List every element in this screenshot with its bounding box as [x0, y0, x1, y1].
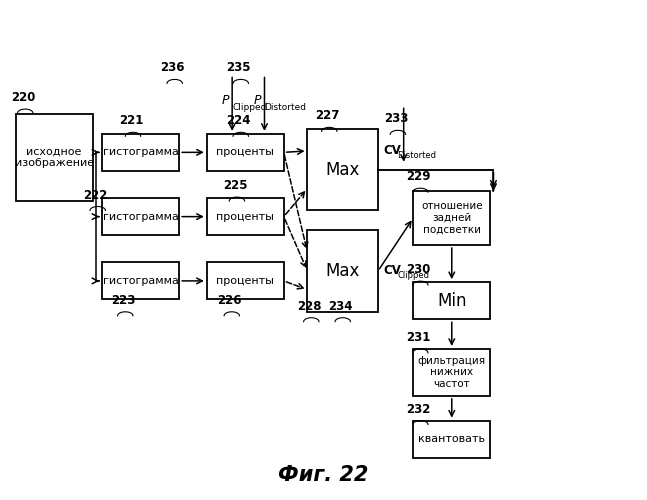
- Text: 227: 227: [315, 110, 340, 122]
- Text: Clipped: Clipped: [397, 272, 429, 280]
- Text: проценты: проценты: [216, 212, 274, 222]
- Text: CV: CV: [383, 144, 401, 158]
- FancyArrowPatch shape: [285, 155, 308, 248]
- Text: 222: 222: [83, 188, 108, 202]
- Text: P: P: [221, 94, 229, 106]
- Text: 236: 236: [160, 62, 185, 74]
- Text: Max: Max: [325, 160, 360, 178]
- FancyBboxPatch shape: [102, 198, 179, 235]
- Text: 230: 230: [406, 263, 431, 276]
- Text: гистограмма: гистограмма: [103, 148, 179, 158]
- Text: гистограмма: гистограмма: [103, 212, 179, 222]
- Text: 224: 224: [226, 114, 251, 128]
- FancyBboxPatch shape: [413, 420, 490, 458]
- Text: 235: 235: [226, 62, 251, 74]
- FancyArrowPatch shape: [285, 192, 305, 214]
- FancyBboxPatch shape: [307, 230, 378, 312]
- Text: проценты: проценты: [216, 276, 274, 286]
- FancyBboxPatch shape: [413, 282, 490, 319]
- Text: 223: 223: [111, 294, 136, 307]
- Text: 232: 232: [406, 402, 431, 415]
- FancyArrowPatch shape: [285, 219, 306, 267]
- FancyBboxPatch shape: [307, 129, 378, 210]
- Text: CV: CV: [383, 264, 401, 277]
- Text: фильтрация
нижних
частот: фильтрация нижних частот: [418, 356, 486, 389]
- Text: гистограмма: гистограмма: [103, 276, 179, 286]
- FancyBboxPatch shape: [413, 190, 490, 245]
- Text: 226: 226: [217, 294, 242, 307]
- Text: 229: 229: [406, 170, 431, 183]
- Text: Min: Min: [437, 292, 466, 310]
- Text: исходное
изображение: исходное изображение: [14, 146, 94, 168]
- FancyBboxPatch shape: [102, 134, 179, 171]
- Text: 228: 228: [297, 300, 322, 313]
- FancyBboxPatch shape: [207, 262, 284, 300]
- FancyBboxPatch shape: [16, 114, 93, 200]
- Text: отношение
задней
подсветки: отношение задней подсветки: [421, 202, 483, 234]
- Text: 221: 221: [119, 114, 143, 128]
- Text: Clipped: Clipped: [232, 102, 267, 112]
- Text: квантовать: квантовать: [419, 434, 485, 444]
- FancyArrowPatch shape: [287, 282, 303, 289]
- Text: Distorted: Distorted: [397, 151, 436, 160]
- FancyBboxPatch shape: [207, 198, 284, 235]
- Text: 233: 233: [384, 112, 408, 126]
- Text: проценты: проценты: [216, 148, 274, 158]
- Text: 225: 225: [223, 179, 247, 192]
- Text: 220: 220: [11, 91, 36, 104]
- Text: Max: Max: [325, 262, 360, 280]
- FancyBboxPatch shape: [207, 134, 284, 171]
- Text: 231: 231: [406, 331, 431, 344]
- Text: 234: 234: [329, 300, 353, 313]
- FancyBboxPatch shape: [413, 349, 490, 396]
- Text: Distorted: Distorted: [265, 102, 307, 112]
- Text: Фиг. 22: Фиг. 22: [278, 465, 369, 485]
- FancyBboxPatch shape: [102, 262, 179, 300]
- Text: P: P: [254, 94, 261, 106]
